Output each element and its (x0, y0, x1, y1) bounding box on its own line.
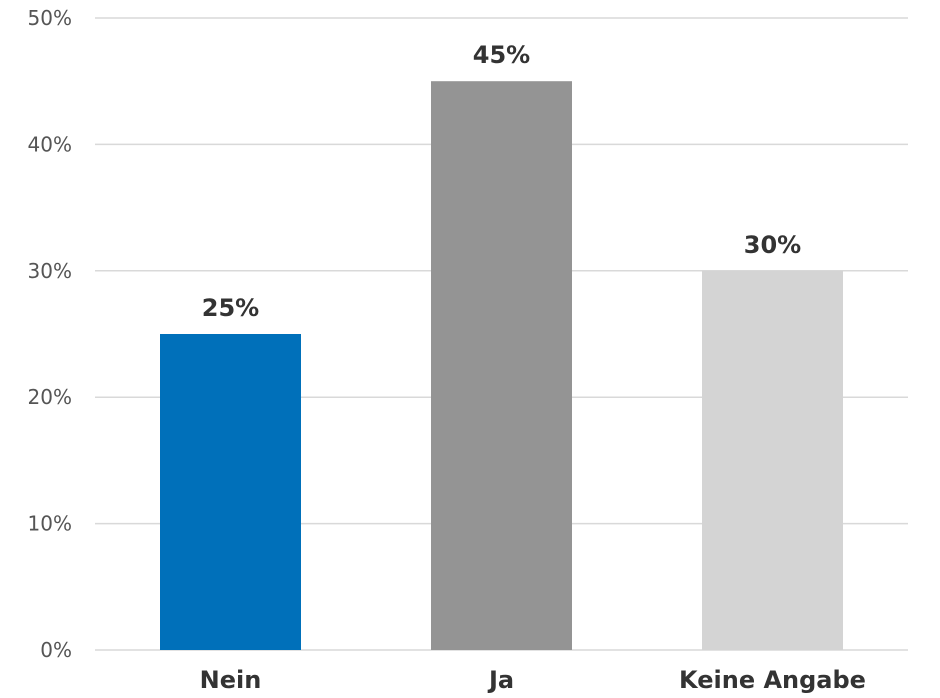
category-label: Keine Angabe (679, 666, 866, 694)
y-tick-label: 40% (28, 132, 72, 156)
y-tick-label: 30% (28, 259, 72, 283)
x-axis-category-labels: Nein Ja Keine Angabe (200, 666, 866, 694)
y-axis-tick-labels: 0% 10% 20% 30% 40% 50% (28, 6, 72, 662)
data-label: 45% (473, 41, 530, 69)
bar-nein (160, 334, 301, 650)
data-label: 30% (744, 231, 801, 259)
category-label: Nein (200, 666, 262, 694)
bars (160, 81, 843, 650)
data-labels: 25% 45% 30% (202, 41, 801, 322)
y-tick-label: 20% (28, 385, 72, 409)
y-tick-label: 50% (28, 6, 72, 30)
bar-keine-angabe (702, 270, 843, 650)
category-label: Ja (487, 666, 514, 694)
bar-ja (431, 81, 572, 650)
data-label: 25% (202, 294, 259, 322)
y-tick-label: 10% (28, 512, 72, 536)
y-tick-label: 0% (40, 638, 72, 662)
